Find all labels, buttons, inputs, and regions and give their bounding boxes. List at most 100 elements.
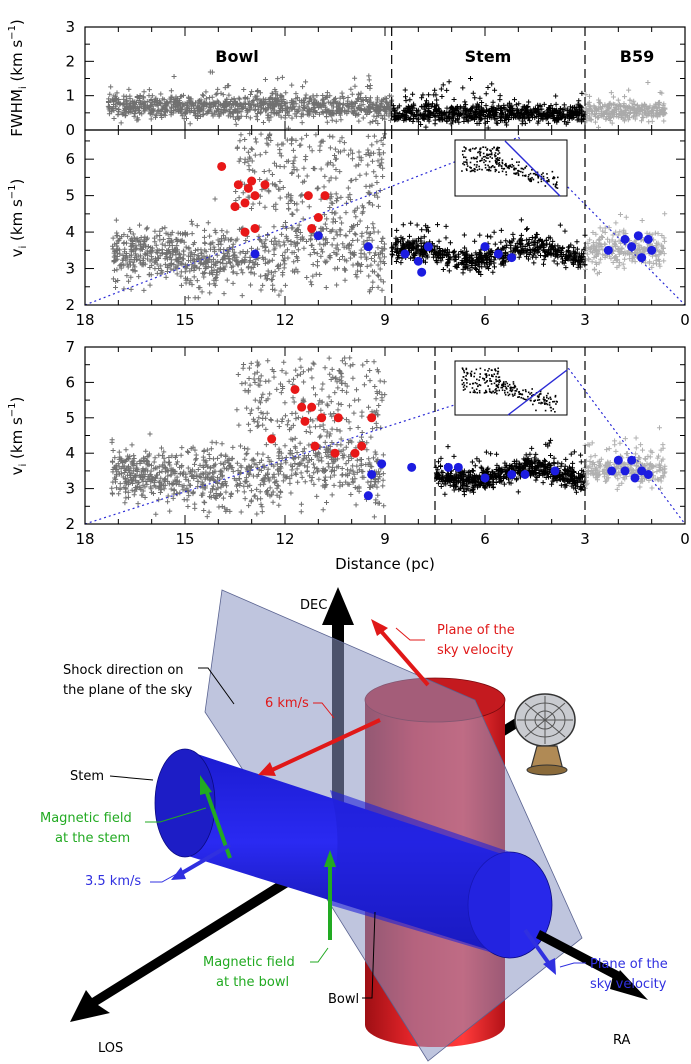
bowl-data-point: [364, 263, 370, 269]
bowl-data-point: [175, 230, 181, 236]
bowl-data-point: [291, 259, 297, 265]
inset-point: [485, 160, 487, 162]
inset-point: [501, 167, 503, 170]
inset-point: [534, 174, 537, 176]
fwhm-data-point: [181, 116, 187, 122]
fwhm-data-point: [483, 103, 489, 109]
bowl-data-point: [371, 169, 377, 175]
stem-data-point: [472, 238, 478, 244]
bowl-data-point: [295, 173, 301, 179]
inset-point: [474, 168, 476, 171]
bowl-data-point: [348, 491, 354, 497]
bowl-data-point: [357, 218, 363, 224]
fwhm-data-point: [178, 107, 184, 113]
inset-point: [463, 163, 466, 166]
bowl-data-point: [294, 167, 300, 173]
fwhm-data-point: [218, 107, 224, 113]
bowl-data-point: [334, 282, 340, 288]
stem-data-point: [443, 235, 449, 241]
inset-point: [552, 183, 555, 186]
fwhm-data-point: [213, 92, 219, 98]
inset-point: [488, 169, 490, 172]
fwhm-data-point: [322, 104, 328, 110]
fwhm-data-point: [107, 108, 113, 114]
inset-point: [476, 160, 478, 163]
bowl-data-point: [308, 478, 314, 484]
fwhm-data-point: [209, 69, 215, 75]
fwhm-data-point: [171, 73, 177, 79]
bowl-data-point: [161, 449, 167, 455]
bowl-data-point: [369, 284, 375, 290]
red-marker: [260, 180, 270, 190]
fwhm-data-point: [362, 109, 368, 115]
fwhm-data-point: [260, 96, 266, 102]
bowl-data-point: [329, 210, 335, 216]
fwhm-data-point: [366, 77, 372, 83]
bowl-data-point: [370, 455, 376, 461]
bowl-data-point: [310, 262, 316, 268]
fwhm-data-point: [121, 93, 127, 99]
inset-point: [551, 170, 554, 173]
bowl-data-point: [318, 139, 324, 145]
bowl-data-point: [114, 267, 120, 273]
inset-point: [476, 164, 478, 166]
inset-point: [479, 154, 482, 157]
inset-point: [469, 166, 471, 169]
fwhm-data-point: [335, 100, 341, 106]
fwhm-data-point: [148, 116, 154, 122]
bowl-data-point: [141, 287, 147, 293]
bowl-data-point: [152, 228, 158, 234]
bowl-data-point: [282, 443, 288, 449]
fwhm-data-point: [168, 88, 174, 94]
bowl-data-point: [284, 422, 290, 428]
bowl-data-point: [327, 145, 333, 151]
fwhm-data-point: [213, 101, 219, 107]
x-tick-label: 18: [75, 311, 94, 329]
stem-data-point: [477, 232, 483, 238]
fwhm-data-point: [134, 100, 140, 106]
bowl-data-point: [174, 491, 180, 497]
bowl-data-point: [124, 240, 130, 246]
inset-point: [517, 172, 519, 174]
fwhm-data-point: [410, 91, 416, 97]
fwhm-scatter-points: [85, 69, 685, 131]
bowl-data-point: [249, 146, 255, 152]
fwhm-data-point: [324, 119, 330, 125]
fwhm-data-point: [194, 116, 200, 122]
blue-marker: [637, 253, 647, 263]
bowl-data-point: [113, 217, 119, 223]
bowl-data-point: [250, 456, 256, 462]
fwhm-data-point: [237, 96, 243, 102]
fwhm-data-point: [355, 96, 361, 102]
fwhm-data-point: [260, 119, 266, 125]
bowl-data-point: [248, 270, 254, 276]
fwhm-data-point: [579, 90, 585, 96]
velocity-upper-y-axis-label: vi (km s−1): [7, 179, 29, 258]
fwhm-data-point: [238, 109, 244, 115]
fwhm-data-point: [231, 96, 237, 102]
inset-point: [493, 166, 496, 169]
fwhm-data-point: [197, 106, 203, 112]
stem-data-point: [389, 251, 395, 257]
fwhm-data-point: [308, 97, 314, 103]
bowl-data-point: [342, 277, 348, 283]
fwhm-data-point: [351, 110, 357, 116]
fwhm-data-point: [200, 93, 206, 99]
bowl-data-point: [185, 295, 191, 301]
bowl-data-point: [330, 134, 336, 140]
fwhm-data-point: [217, 110, 223, 116]
fwhm-data-point: [485, 85, 491, 91]
bowl-data-point: [365, 225, 371, 231]
bowl-data-point: [347, 355, 353, 361]
stem-data-point: [503, 238, 509, 244]
fwhm-data-point: [147, 103, 153, 109]
red-marker: [230, 202, 240, 212]
bowl-data-point: [241, 489, 247, 495]
bowl-data-point: [373, 173, 379, 179]
inset-point: [496, 157, 499, 159]
fwhm-data-point: [327, 93, 333, 99]
inset-point: [463, 156, 465, 158]
inset-point: [556, 187, 559, 189]
inset-point: [484, 146, 487, 149]
fwhm-data-point: [276, 108, 282, 114]
